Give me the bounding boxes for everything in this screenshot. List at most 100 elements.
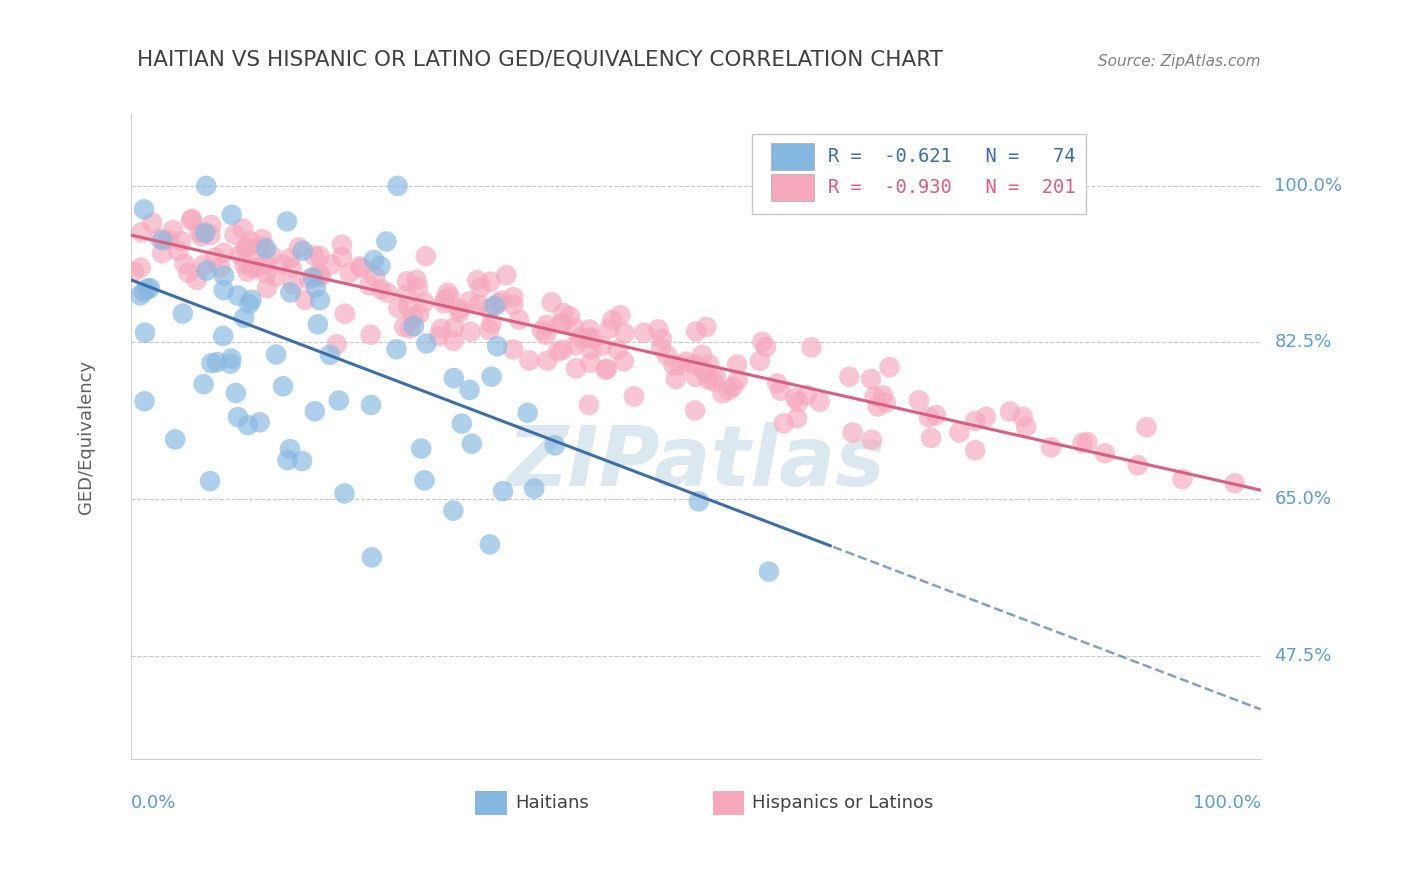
Point bbox=[307, 267, 329, 281]
Point bbox=[758, 565, 780, 579]
Point bbox=[188, 225, 211, 239]
Point bbox=[415, 249, 437, 263]
Point bbox=[430, 322, 453, 336]
Point bbox=[225, 386, 247, 401]
Point bbox=[252, 239, 274, 253]
Point bbox=[233, 310, 256, 325]
Point bbox=[260, 249, 283, 263]
Point bbox=[838, 370, 860, 384]
Point bbox=[704, 369, 727, 384]
Point bbox=[193, 377, 215, 392]
Point bbox=[564, 321, 586, 335]
Point bbox=[132, 285, 155, 299]
Point bbox=[413, 295, 436, 310]
Text: 82.5%: 82.5% bbox=[1274, 334, 1331, 351]
Point bbox=[308, 249, 330, 263]
Point bbox=[204, 251, 226, 265]
Point bbox=[240, 261, 263, 276]
Point bbox=[195, 178, 218, 193]
Point bbox=[254, 266, 277, 280]
Point bbox=[595, 363, 617, 377]
Point bbox=[785, 391, 807, 405]
Point bbox=[623, 389, 645, 403]
Point bbox=[395, 274, 418, 288]
Point bbox=[441, 503, 464, 517]
Text: R =  -0.930   N =  201: R = -0.930 N = 201 bbox=[828, 178, 1076, 196]
Point bbox=[325, 337, 347, 351]
Point bbox=[281, 277, 304, 292]
Point bbox=[478, 537, 501, 551]
Point bbox=[278, 251, 301, 265]
Point bbox=[841, 425, 863, 440]
Point bbox=[458, 294, 481, 309]
Point bbox=[443, 371, 465, 385]
Point bbox=[427, 329, 450, 343]
Point bbox=[339, 266, 361, 280]
Point bbox=[866, 400, 889, 414]
Point bbox=[1012, 409, 1035, 424]
Point bbox=[162, 223, 184, 237]
Point bbox=[212, 283, 235, 297]
Point bbox=[309, 269, 332, 284]
Point bbox=[405, 273, 427, 287]
Point bbox=[291, 454, 314, 468]
Point bbox=[558, 310, 581, 324]
Point bbox=[359, 278, 381, 293]
Point bbox=[443, 320, 465, 334]
Point bbox=[360, 327, 382, 342]
Point bbox=[170, 234, 193, 248]
Point bbox=[766, 376, 789, 391]
Point bbox=[703, 375, 725, 389]
Point bbox=[547, 344, 569, 359]
Point bbox=[236, 265, 259, 279]
Point bbox=[647, 322, 669, 336]
Point bbox=[167, 244, 190, 258]
Point bbox=[486, 296, 509, 310]
Point bbox=[551, 317, 574, 331]
Point bbox=[387, 301, 409, 315]
Point bbox=[226, 410, 249, 425]
Point bbox=[479, 275, 502, 289]
Point bbox=[727, 373, 749, 387]
Point bbox=[307, 318, 329, 332]
Point bbox=[180, 211, 202, 226]
Point bbox=[1094, 446, 1116, 460]
Point bbox=[364, 270, 387, 285]
Bar bbox=[713, 791, 744, 815]
Point bbox=[226, 288, 249, 302]
Point bbox=[205, 355, 228, 369]
Point bbox=[1223, 476, 1246, 491]
Point bbox=[333, 486, 356, 500]
Point bbox=[692, 363, 714, 377]
Point bbox=[697, 358, 720, 372]
Point bbox=[398, 300, 420, 314]
Point bbox=[413, 473, 436, 487]
Point bbox=[173, 257, 195, 271]
Point bbox=[200, 218, 222, 232]
Point bbox=[271, 257, 294, 271]
Point bbox=[276, 214, 298, 228]
Point bbox=[711, 386, 734, 401]
Point bbox=[375, 285, 398, 300]
Point bbox=[180, 213, 202, 227]
Point bbox=[271, 379, 294, 393]
Point bbox=[578, 322, 600, 336]
Point bbox=[908, 393, 931, 408]
Point bbox=[470, 280, 492, 294]
Point bbox=[212, 268, 235, 283]
Point bbox=[233, 241, 256, 255]
Point bbox=[434, 293, 457, 307]
Point bbox=[233, 257, 256, 271]
Point bbox=[800, 340, 823, 354]
Point bbox=[965, 414, 987, 428]
Point bbox=[536, 318, 558, 332]
Point bbox=[238, 297, 260, 311]
Point bbox=[221, 208, 243, 222]
Point bbox=[298, 272, 321, 286]
Point bbox=[755, 340, 778, 354]
Point bbox=[294, 293, 316, 307]
Point bbox=[385, 343, 408, 357]
Point bbox=[278, 442, 301, 456]
Point bbox=[212, 329, 235, 343]
Point bbox=[129, 288, 152, 302]
